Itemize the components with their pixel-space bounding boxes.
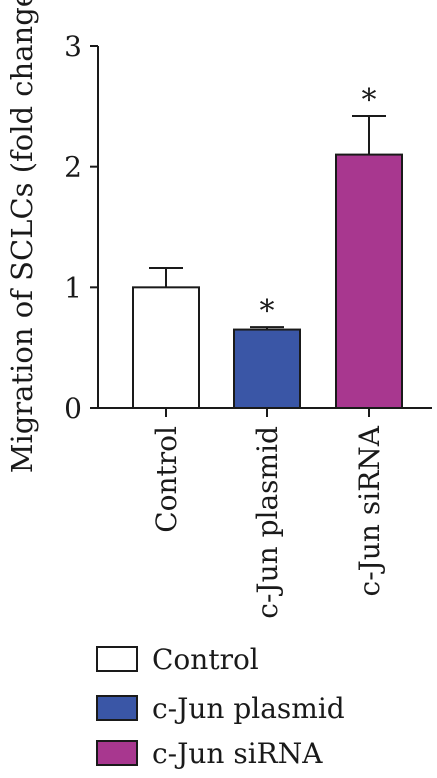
error-bars	[149, 114, 386, 330]
legend-swatch	[96, 695, 138, 721]
x-tick-label: c-Jun siRNA	[353, 425, 386, 596]
x-tick-labels: Control c-Jun plasmid c-Jun siRNA	[150, 408, 386, 619]
bars	[132, 153, 403, 410]
legend-swatch	[96, 646, 138, 672]
bar	[335, 153, 403, 409]
y-tick-label: 3	[64, 30, 82, 63]
significance-star: *	[362, 83, 377, 118]
legend-label: c-Jun plasmid	[152, 692, 345, 725]
legend-label: Control	[152, 643, 259, 676]
significance-star: *	[260, 294, 275, 329]
x-tick-label: Control	[150, 426, 183, 533]
y-tick-label: 1	[64, 271, 82, 304]
y-tick-label: 2	[64, 151, 82, 184]
bar	[233, 328, 301, 410]
significance-markers: **	[260, 83, 377, 329]
y-axis-label: Migration of SCLCs (fold change)	[5, 0, 39, 473]
x-tick-label: c-Jun plasmid	[251, 426, 284, 619]
y-ticks: 0 1 2 3	[64, 30, 98, 425]
y-tick-label: 0	[64, 392, 82, 425]
legend: Control c-Jun plasmid c-Jun siRNA	[96, 643, 345, 770]
legend-swatch	[96, 740, 138, 766]
legend-label: c-Jun siRNA	[152, 737, 323, 770]
bar	[132, 286, 200, 410]
